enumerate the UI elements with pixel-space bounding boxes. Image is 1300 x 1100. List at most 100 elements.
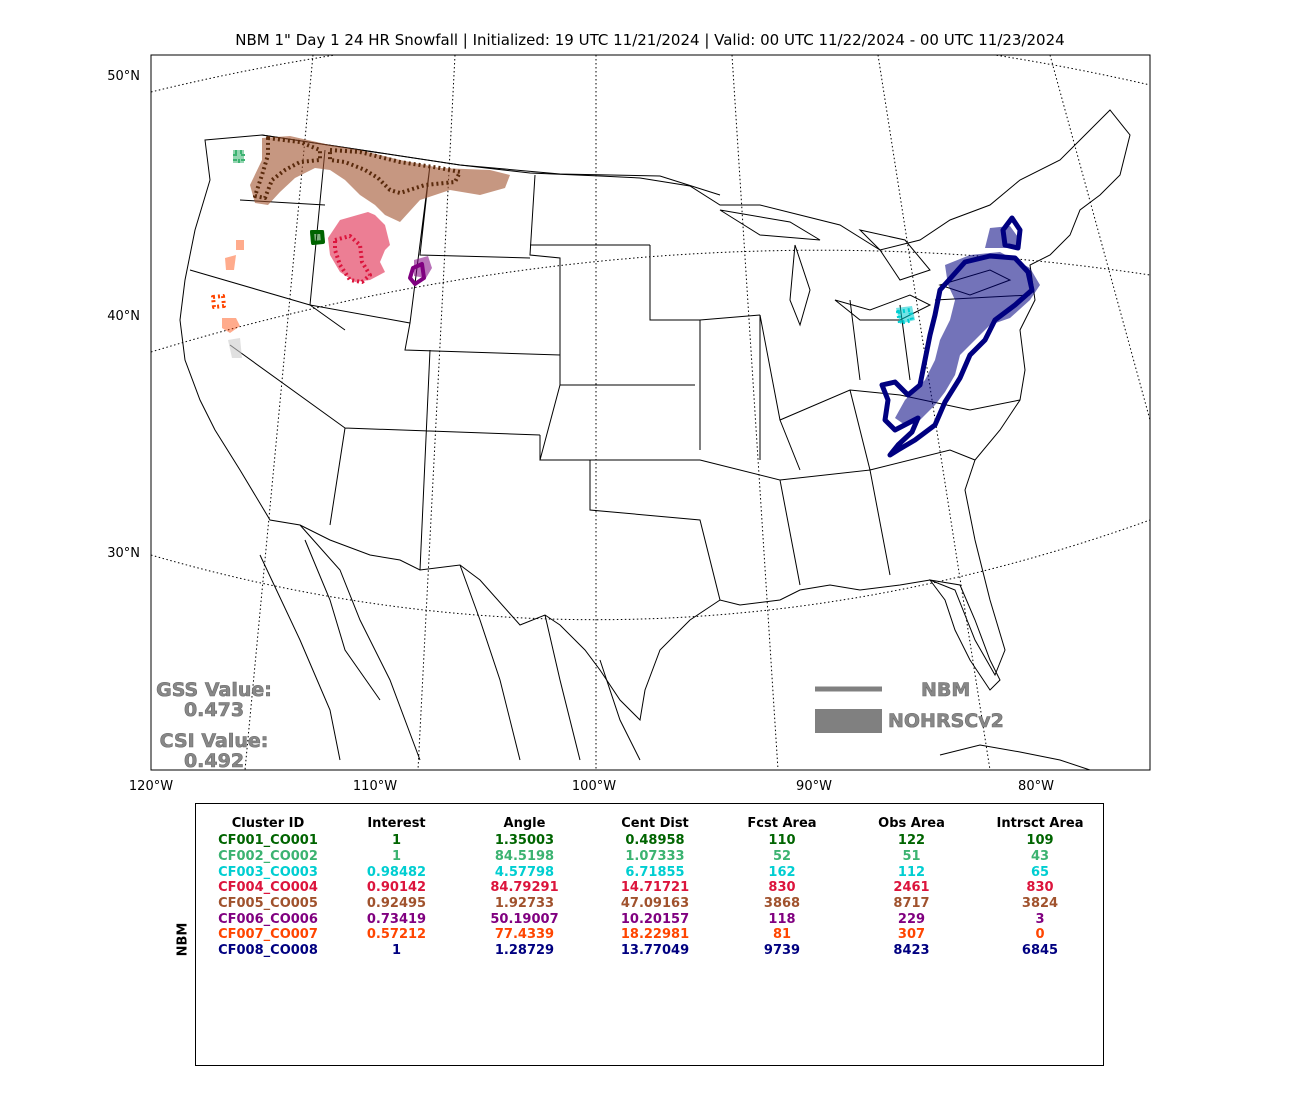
fcst-outline-cf008 xyxy=(879,215,1035,458)
table-cell: 1.92733 xyxy=(494,896,555,912)
table-cell: 0.48958 xyxy=(625,833,685,849)
cluster-stats-table: Cluster ID Interest Angle Cent Dist Fcst… xyxy=(198,813,1105,959)
map-title: NBM 1" Day 1 24 HR Snowfall | Initialize… xyxy=(235,31,1065,49)
table-cell: 3824 xyxy=(1021,896,1059,912)
table-cell: 14.71721 xyxy=(620,880,690,896)
header-obs-area: Obs Area xyxy=(878,815,945,831)
fcst-outline-cf005 xyxy=(253,136,462,200)
csi-label: CSI Value: xyxy=(160,730,269,752)
table-cell: 1.28729 xyxy=(494,943,555,959)
table-cell: 84.5198 xyxy=(494,849,555,865)
cuba xyxy=(939,744,1091,770)
table-cell: 118 xyxy=(768,911,796,927)
table-row: CF008_CO008 1 1.28729 13.77049 9739 8423 6845 xyxy=(198,943,1105,959)
table-cell: 18.22981 xyxy=(620,927,690,943)
canada-border xyxy=(261,134,721,196)
lon-label-80: 80°W xyxy=(1018,779,1054,794)
table-cell: 43 xyxy=(1030,849,1050,865)
obs-area-cf008 xyxy=(895,226,1040,425)
table-cell: 10.20157 xyxy=(620,911,690,927)
fcst-outline-cf004 xyxy=(333,234,372,284)
panel-y-label-text: NBM xyxy=(175,922,191,957)
table-cell: 830 xyxy=(768,880,796,896)
lat-label-50: 50°N xyxy=(107,69,140,84)
table-cell: 0.57212 xyxy=(366,927,427,943)
header-interest: Interest xyxy=(367,815,426,831)
fcst-outline-cf002 xyxy=(233,150,245,163)
table-cell: 122 xyxy=(897,833,926,849)
map-layers xyxy=(151,55,1150,770)
legend-nohrsc-label: NOHRSCv2 xyxy=(888,710,1004,732)
table-row: CF001_CO001 1 1.35003 0.48958 110 122 109 xyxy=(198,833,1105,849)
table-cell: 6.71855 xyxy=(625,864,685,880)
table-cell: 3868 xyxy=(763,896,801,912)
table-cell: 307 xyxy=(897,927,926,943)
table-cell: 51 xyxy=(902,849,921,865)
gss-value: 0.473 xyxy=(184,699,244,721)
table-cell: 13.77049 xyxy=(620,943,690,959)
table-cell: 0.98482 xyxy=(366,864,427,880)
table-cell: CF002_CO002 xyxy=(218,849,318,865)
obs-area-cf007 xyxy=(222,240,244,333)
table-cell: CF003_CO003 xyxy=(218,864,318,880)
table-cell: 0.92495 xyxy=(366,896,427,912)
lon-label-90: 90°W xyxy=(796,779,832,794)
table-cell: 1.07333 xyxy=(625,849,685,865)
state-lines xyxy=(189,149,1031,601)
table-cell: 0.73419 xyxy=(366,911,427,927)
table-cell: 112 xyxy=(897,864,926,880)
table-header-row: Cluster ID Interest Angle Cent Dist Fcst… xyxy=(198,813,1105,833)
table-cell: 84.79291 xyxy=(490,880,559,896)
table-cell: 77.4339 xyxy=(494,927,555,943)
lon-label-100: 100°W xyxy=(572,779,616,794)
table-cell: 162 xyxy=(768,864,796,880)
table-row: CF007_CO007 0.57212 77.4339 18.22981 81 307 0 xyxy=(198,927,1105,943)
table-cell: 1 xyxy=(391,833,402,849)
great-lakes xyxy=(719,209,1012,327)
table-cell: CF005_CO005 xyxy=(218,896,318,912)
table-row: CF005_CO005 0.92495 1.92733 47.09163 3868 871… xyxy=(198,896,1105,912)
table-cell: 830 xyxy=(1026,880,1054,896)
table-cell: 1 xyxy=(391,849,402,865)
table-cell: 0.90142 xyxy=(366,880,427,896)
table-cell: 6845 xyxy=(1021,943,1059,959)
table-cell: 52 xyxy=(772,849,792,865)
table-row: CF006_CO006 0.73419 50.19007 10.20157 118 229… xyxy=(198,911,1105,927)
header-fcst-area: Fcst Area xyxy=(747,815,817,831)
table-cell: 47.09163 xyxy=(620,896,690,912)
table-cell: CF007_CO007 xyxy=(218,927,318,943)
fcst-outline-cf007 xyxy=(211,294,226,309)
fcst-outline-cf006 xyxy=(408,262,426,286)
table-cell: 50.19007 xyxy=(490,911,559,927)
table-cell: 2461 xyxy=(893,880,930,896)
csi-value: 0.492 xyxy=(184,750,244,772)
table-cell: CF004_CO004 xyxy=(218,880,318,896)
legend-nbm-label: NBM xyxy=(921,679,970,701)
forecast-outlines xyxy=(211,136,1035,458)
table-cell: 110 xyxy=(768,833,796,849)
panel-y-label: NBM xyxy=(172,920,200,960)
header-cluster-id: Cluster ID xyxy=(231,815,305,831)
lon-label-110: 110°W xyxy=(353,779,397,794)
map-frame xyxy=(150,54,1151,771)
lat-label-30: 30°N xyxy=(107,546,140,561)
table-cell: 0 xyxy=(1035,927,1045,943)
gss-label: GSS Value: xyxy=(156,679,272,701)
mexico-lines xyxy=(259,524,641,761)
table-cell: 3 xyxy=(1035,911,1045,927)
boundaries xyxy=(179,109,1131,770)
us-outline xyxy=(179,109,1131,722)
table-cell: CF006_CO006 xyxy=(218,911,318,927)
table-body: CF001_CO001 1 1.35003 0.48958 110 122 109 CF002… xyxy=(198,833,1105,959)
table-cell: 4.57798 xyxy=(494,864,555,880)
header-intrsct-area: Intrsct Area xyxy=(996,815,1084,831)
table-row: CF004_CO004 0.90142 84.79291 14.71721 830 246… xyxy=(198,880,1105,896)
table-cell: 229 xyxy=(897,911,926,927)
fcst-outline-cf001 xyxy=(310,230,325,245)
table-cell: 8717 xyxy=(893,896,930,912)
table-row: CF002_CO002 1 84.5198 1.07333 52 51 43 xyxy=(198,849,1105,865)
table-cell: 1.35003 xyxy=(494,833,555,849)
table-cell: 109 xyxy=(1026,833,1054,849)
obs-area-light xyxy=(228,338,242,358)
